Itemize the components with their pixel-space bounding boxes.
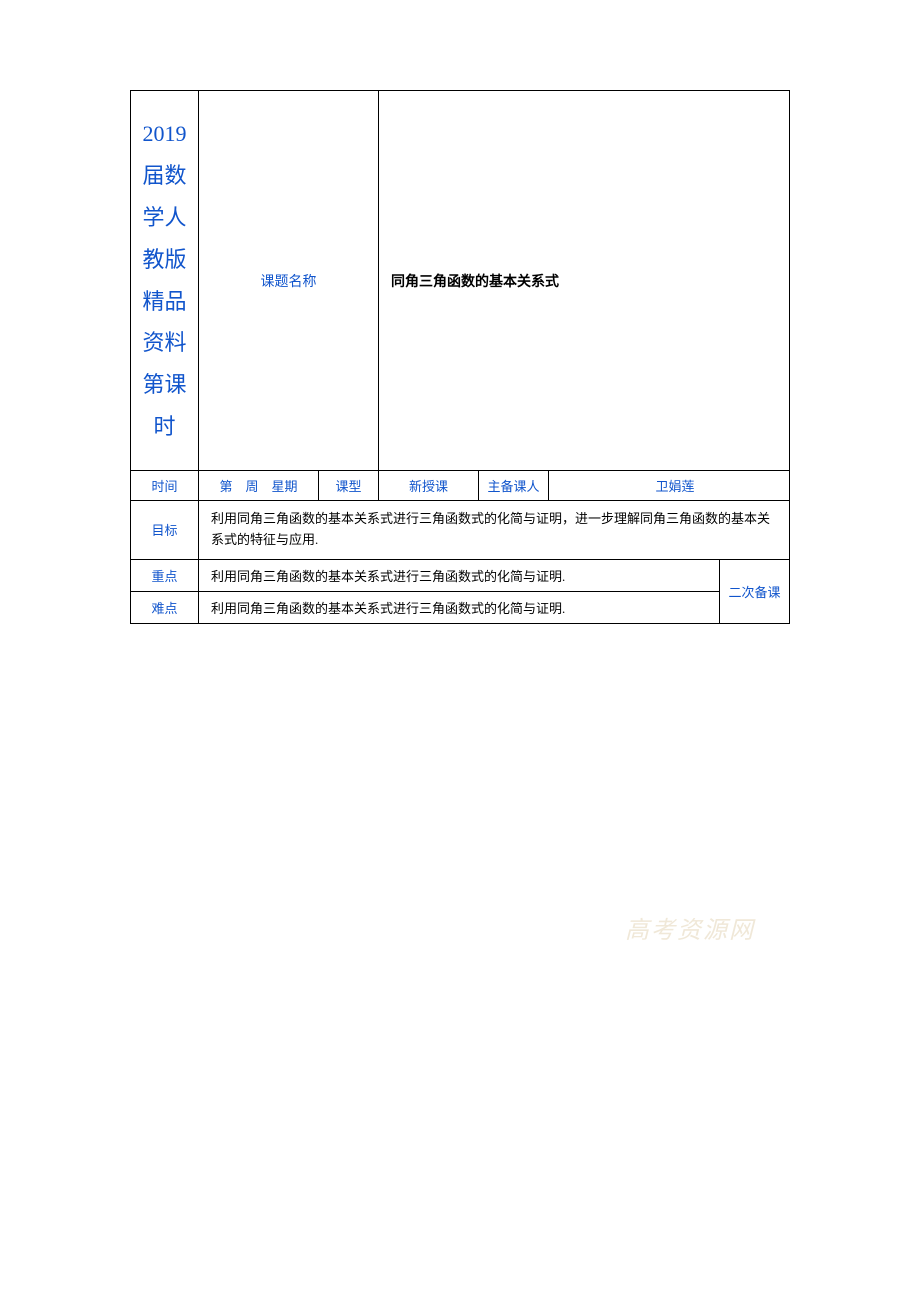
author-value: 卫娟莲 bbox=[549, 471, 790, 501]
main-table: 2019届数学人教版精品资料第课时 课题名称 同角三角函数的基本关系式 时间 第… bbox=[130, 90, 790, 624]
author-label: 主备课人 bbox=[479, 471, 549, 501]
time-value: 第 周 星期 bbox=[199, 471, 319, 501]
type-label: 课型 bbox=[319, 471, 379, 501]
keypoint-label: 重点 bbox=[131, 559, 199, 591]
time-label: 时间 bbox=[131, 471, 199, 501]
period-label: 2019届数学人教版精品资料第课时 bbox=[131, 91, 199, 471]
objective-content: 利用同角三角函数的基本关系式进行三角函数式的化简与证明，进一步理解同角三角函数的… bbox=[199, 501, 790, 560]
objective-row: 目标 利用同角三角函数的基本关系式进行三角函数式的化简与证明，进一步理解同角三角… bbox=[131, 501, 790, 560]
watermark-text: 高考资源网 bbox=[625, 910, 755, 945]
secondary-prep-label: 二次备课 bbox=[720, 559, 790, 623]
header-row: 2019届数学人教版精品资料第课时 课题名称 同角三角函数的基本关系式 bbox=[131, 91, 790, 471]
keypoint-content: 利用同角三角函数的基本关系式进行三角函数式的化简与证明. bbox=[199, 559, 720, 591]
keypoint-row: 重点 利用同角三角函数的基本关系式进行三角函数式的化简与证明. 二次备课 bbox=[131, 559, 790, 591]
lesson-plan-table: 2019届数学人教版精品资料第课时 课题名称 同角三角函数的基本关系式 时间 第… bbox=[130, 90, 790, 624]
difficulty-row: 难点 利用同角三角函数的基本关系式进行三角函数式的化简与证明. bbox=[131, 591, 790, 623]
difficulty-content: 利用同角三角函数的基本关系式进行三角函数式的化简与证明. bbox=[199, 591, 720, 623]
meta-row: 时间 第 周 星期 课型 新授课 主备课人 卫娟莲 bbox=[131, 471, 790, 501]
difficulty-label: 难点 bbox=[131, 591, 199, 623]
objective-label: 目标 bbox=[131, 501, 199, 560]
topic-label: 课题名称 bbox=[199, 91, 379, 471]
topic-content: 同角三角函数的基本关系式 bbox=[379, 91, 790, 471]
type-value: 新授课 bbox=[379, 471, 479, 501]
